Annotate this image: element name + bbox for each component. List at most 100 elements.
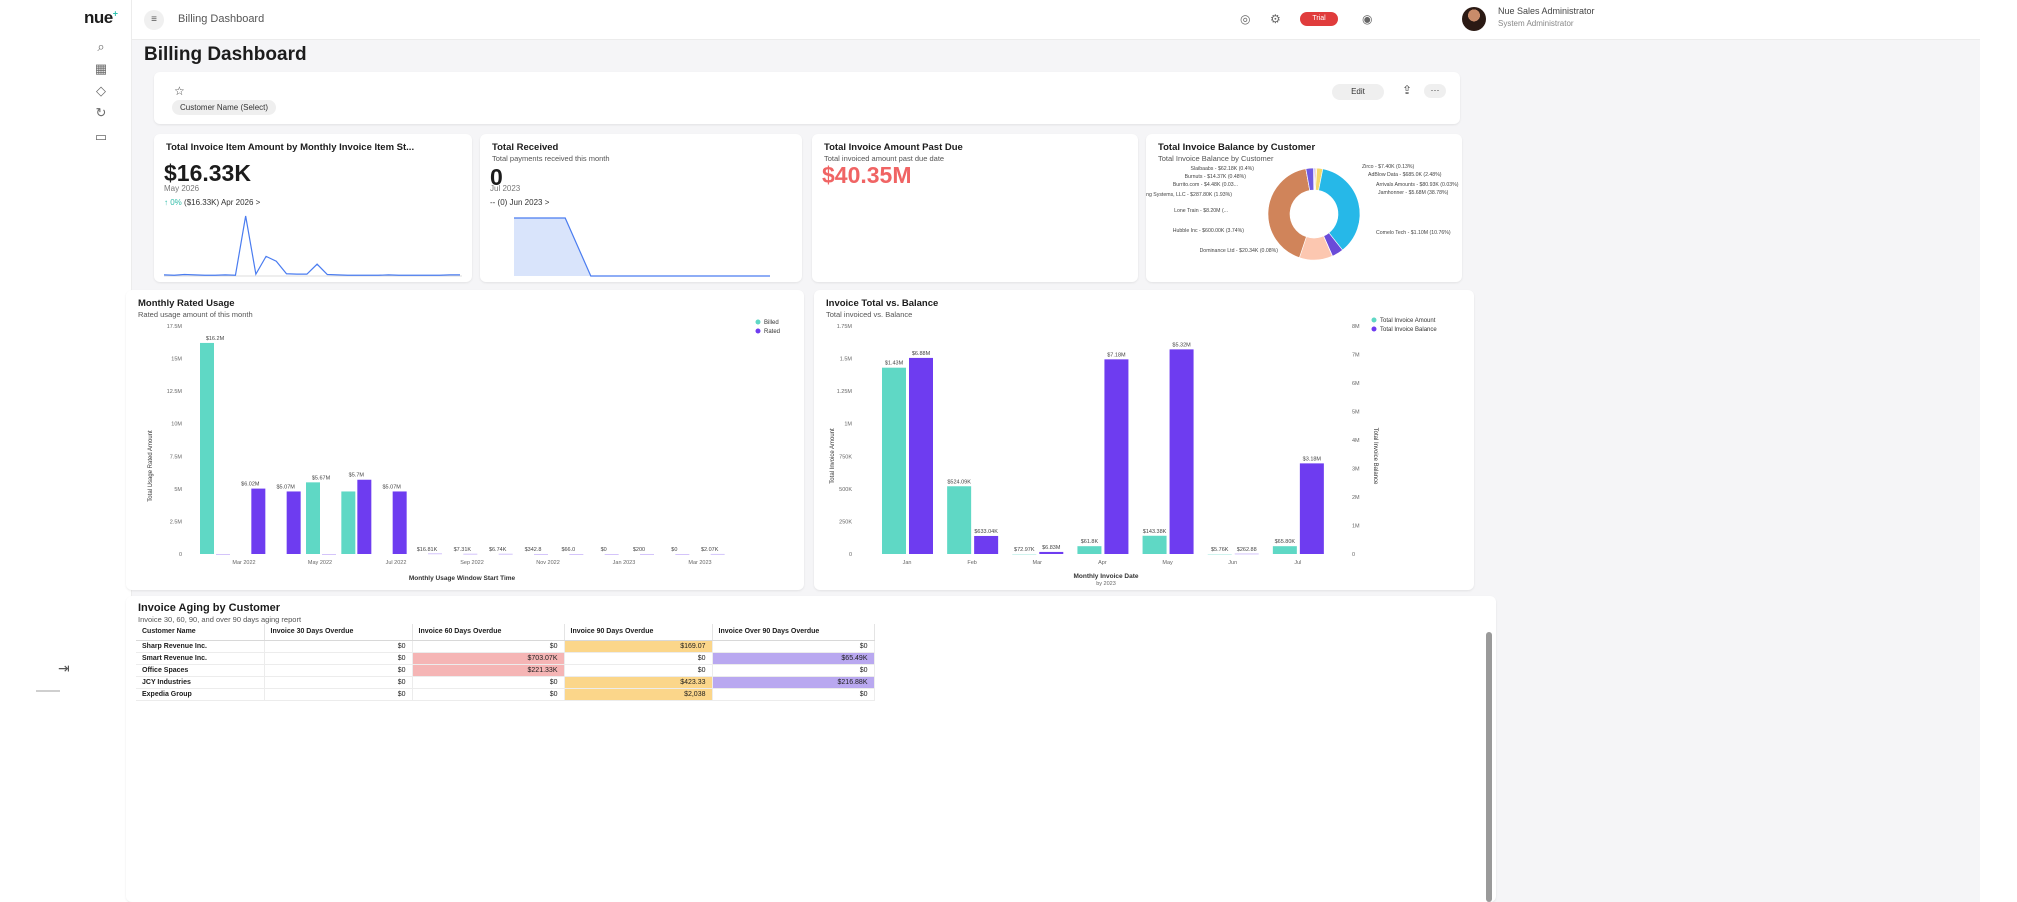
customer-name-cell: Smart Revenue Inc. [136,652,265,665]
y-tick-label: 2.5M [170,519,183,525]
card-subtitle: Rated usage amount of this month [138,310,253,319]
donut-label: Comelo Tech - $1.10M (10.76%) [1376,230,1451,236]
kpi-value: 0 [490,164,503,190]
y-tick-label-left: 250K [839,519,852,525]
card-title: Invoice Total vs. Balance [826,298,939,309]
bar-invoice-amount [882,367,906,554]
avatar[interactable] [1462,7,1486,31]
logout-icon[interactable]: ⇥ [58,660,70,676]
grid-icon[interactable]: ▦ [94,61,108,76]
donut-label: Burnuts - $14.37K (0.48%) [1185,174,1247,180]
menu-icon[interactable]: ≡ [144,10,164,30]
aging-card: Invoice Aging by Customer Invoice 30, 60… [126,596,1496,902]
kpi-compare[interactable]: -- (0) Jun 2023 > [490,198,550,207]
more-options-button[interactable]: ··· [1424,84,1446,98]
data-label: $342.8 [525,547,542,553]
y-axis-label-left: Total Invoice Amount [830,428,836,484]
table-row[interactable]: JCY Industries $0 $0 $423.33 $216.88K [136,676,875,689]
bar-invoice-amount [1272,546,1297,554]
y-tick-label: 0 [179,552,182,558]
sidebar: nue+ ⌕ ▦ ◇ ↻ ▭ [70,0,132,902]
data-label: $0 [671,547,677,553]
x-tick-label: Jan 2023 [613,560,636,566]
trial-badge[interactable]: Trial [1300,12,1338,26]
amount-cell: $221.33K [412,664,565,677]
share-icon[interactable]: ⇪ [1402,83,1413,97]
filter-bar: ☆ Customer Name (Select) Edit ⇪ ··· [154,72,1460,124]
bar-invoice-balance [1299,463,1324,554]
invoice-vs-balance-bar-chart: 0 250K 500K 750K 1M 1.25M 1.5M 1.75M 0 1M 2M 3M 4M 5M… [830,317,1437,586]
balance-by-customer-card[interactable]: Total Invoice Balance by Customer Total … [1146,134,1462,282]
app-logo[interactable]: nue+ [84,8,118,27]
donut-label: Pending Systems, LLC - $287.80K (1.93%) [1146,192,1232,198]
y-tick-label-right: 1M [1352,524,1360,530]
user-name[interactable]: Nue Sales Administrator [1498,6,1595,16]
help-icon[interactable]: ◎ [1240,12,1251,26]
amount-cell: $0 [264,676,413,689]
x-tick-label: Jun [1228,560,1237,566]
donut-slice [1267,168,1311,258]
y-tick-label: 12.5M [167,389,183,395]
settings-icon[interactable]: ⚙ [1270,12,1281,26]
table-row[interactable]: Sharp Revenue Inc. $0 $0 $169.07 $0 [136,640,875,653]
amount-cell: $0 [264,640,413,653]
table-row[interactable]: Expedia Group $0 $0 $2,038 $0 [136,688,875,701]
kpi-compare[interactable]: ↑ 0% ($16.33K) Apr 2026 > [164,198,261,207]
item-amount-card[interactable]: Total Invoice Item Amount by Monthly Inv… [154,134,472,282]
refresh-icon[interactable]: ↻ [95,105,107,120]
legend-swatch [755,319,761,325]
bar-invoice-balance [1169,349,1194,554]
data-label: $524.09K [947,479,971,485]
y-tick-label-right: 3M [1352,467,1360,473]
invoice-vs-balance-card[interactable]: Invoice Total vs. Balance Total invoiced… [814,290,1474,590]
data-label: $2.07K [701,547,719,553]
table-header[interactable]: Invoice 90 Days Overdue [564,624,713,641]
card-subtitle: Total invoiced amount past due date [824,154,945,163]
card-icon[interactable]: ▭ [94,129,108,144]
x-tick-label: Nov 2022 [536,560,560,566]
data-label: $262.88 [1237,547,1257,553]
card-title: Total Invoice Item Amount by Monthly Inv… [166,142,415,153]
table-header[interactable]: Customer Name [136,624,265,641]
table-header[interactable]: Invoice 60 Days Overdue [412,624,565,641]
y-tick-label-right: 2M [1352,495,1360,501]
amount-cell: $0 [712,664,875,677]
card-subtitle: Invoice 30, 60, 90, and over 90 days agi… [138,615,302,624]
y-tick-label-right: 0 [1352,552,1355,558]
table-scrollbar[interactable] [1486,632,1492,902]
search-icon[interactable]: ⌕ [97,39,105,54]
y-tick-label-right: 6M [1352,381,1360,387]
tag-icon[interactable]: ◇ [96,83,106,98]
donut-label: Lone Train - $8.20M (... [1174,208,1228,214]
amount-cell: $703.07K [412,652,565,665]
notification-icon[interactable]: ◉ [1362,12,1373,26]
data-label: $6.74K [489,547,507,553]
favorite-star-icon[interactable]: ☆ [174,84,185,98]
donut-label: Slaibaabs - $62.18K (0.4%) [1191,166,1255,172]
edit-button[interactable]: Edit [1332,84,1384,100]
data-label: $0 [601,547,607,553]
data-label: $61.8K [1081,539,1099,545]
y-tick-label-left: 1.75M [837,324,853,330]
bar-invoice-balance [1039,551,1064,554]
data-label: $5.7M [349,473,365,479]
table-row[interactable]: Office Spaces $0 $221.33K $0 $0 [136,664,875,677]
past-due-card[interactable]: Total Invoice Amount Past Due Total invo… [812,134,1138,282]
y-tick-label-left: 750K [839,454,852,460]
bar-invoice-balance [974,535,999,554]
legend-label: Billed [764,320,779,326]
total-received-card[interactable]: Total Received Total payments received t… [480,134,802,282]
area-fill [514,218,770,276]
customer-filter-chip[interactable]: Customer Name (Select) [172,100,277,115]
amount-cell: $216.88K [712,676,875,689]
bar-invoice-amount [1142,535,1167,554]
bar-invoice-balance [1104,359,1129,554]
table-header[interactable]: Invoice 30 Days Overdue [264,624,413,641]
table-row[interactable]: Smart Revenue Inc. $0 $703.07K $0 $65.49K [136,652,875,665]
data-label: $16.81K [417,547,438,553]
data-label: $5.07M [276,484,295,490]
rated-usage-card[interactable]: Monthly Rated Usage Rated usage amount o… [126,290,804,590]
data-label: $7.31K [454,547,472,553]
amount-cell: $423.33 [564,676,713,689]
table-header[interactable]: Invoice Over 90 Days Overdue [712,624,875,641]
